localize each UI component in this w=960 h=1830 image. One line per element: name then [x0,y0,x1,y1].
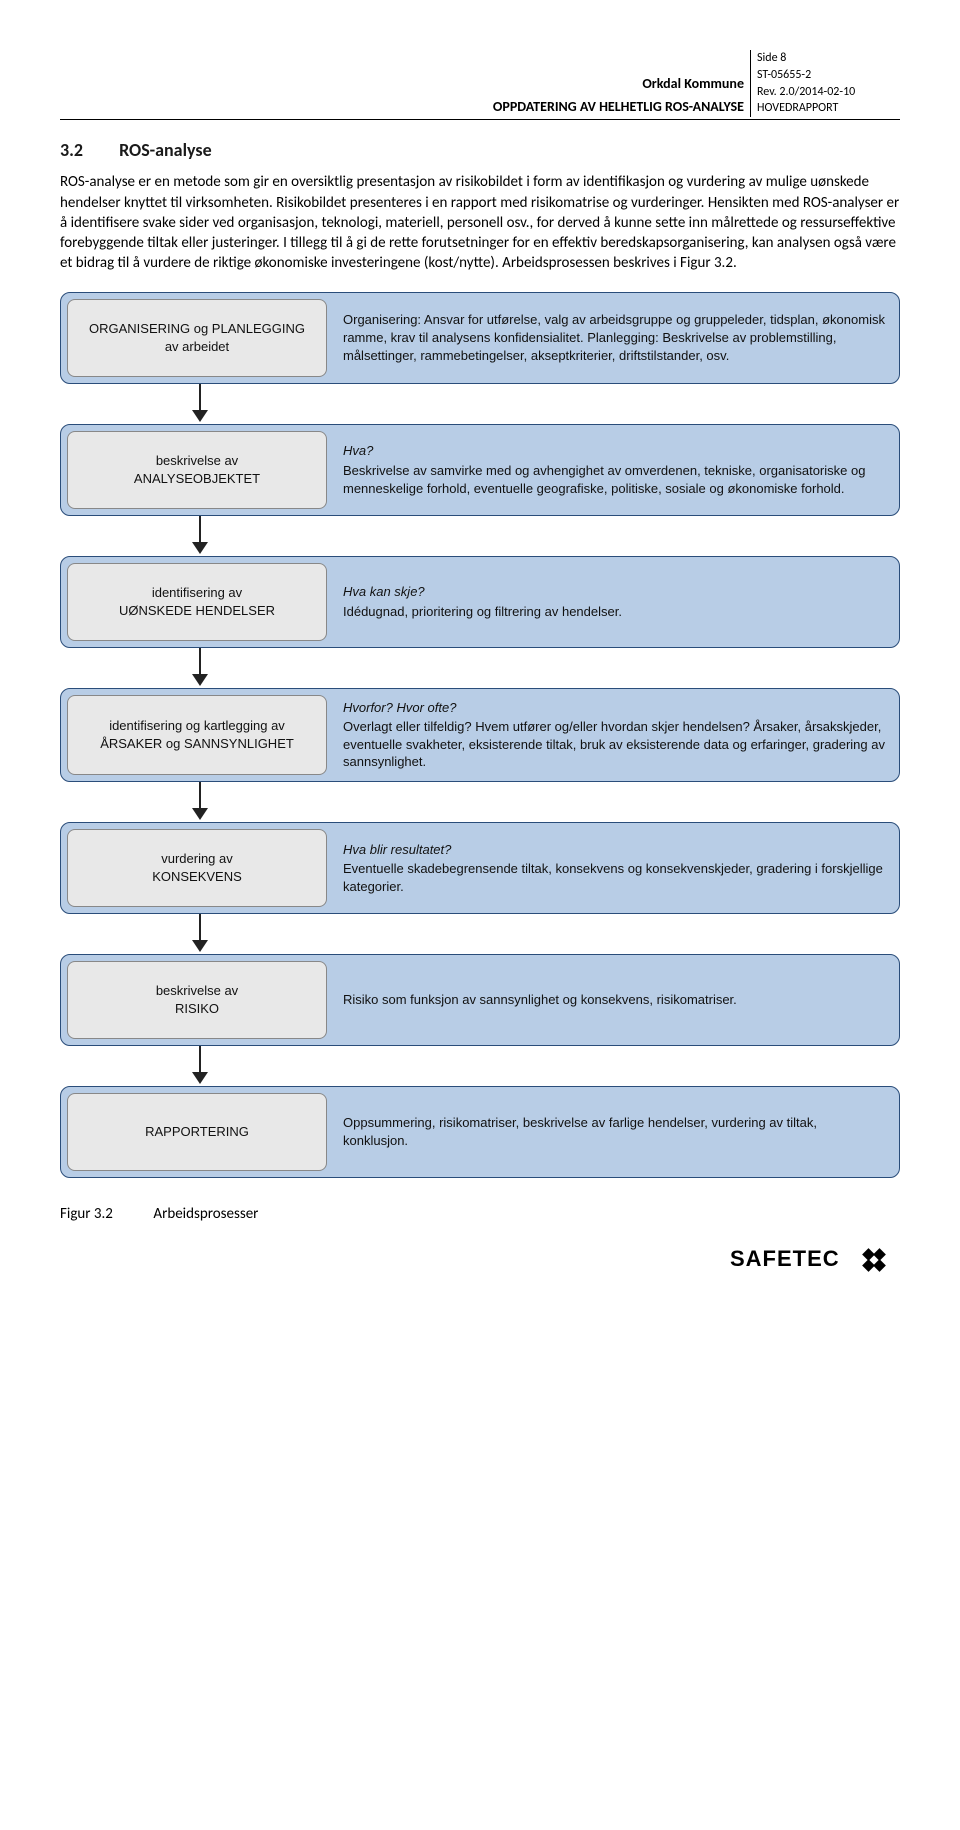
body-paragraph: ROS-analyse er en metode som gir en over… [60,172,900,273]
flow-step-label-line: ANALYSEOBJEKTET [134,470,260,488]
section-title: ROS-analyse [119,138,212,162]
flow-step-label-line: KONSEKVENS [152,868,242,886]
flow-step-description: Hva blir resultatet?Eventuelle skadebegr… [333,823,899,913]
header-ref: ST-05655-2 [757,67,900,84]
flow-step-label: beskrivelse avANALYSEOBJEKTET [67,431,327,509]
header-right: Side 8 ST-05655-2 Rev. 2.0/2014-02-10 HO… [750,50,900,117]
flow-step-description: Hva kan skje? Idédugnad, prioritering og … [333,557,899,647]
figure-caption: Figur 3.2 Arbeidsprosesser [60,1204,900,1224]
flow-step-label: beskrivelse avRISIKO [67,961,327,1039]
header-type: HOVEDRAPPORT [757,100,900,117]
flow-step-text: Organisering: Ansvar for utførelse, valg… [343,311,885,364]
header-page: Side 8 [757,50,900,67]
flow-step-label-line: beskrivelse av [156,452,238,470]
footer-logo: SAFETEC [60,1244,900,1282]
flow-step-label-line: ORGANISERING og PLANLEGGING [89,320,305,338]
flow-step-lead: Hva kan skje? [343,583,885,601]
flow-step-label-line: RISIKO [175,1000,219,1018]
page: Orkdal Kommune OPPDATERING AV HELHETLIG … [0,0,960,1312]
flow-box: identifisering avUØNSKEDE HENDELSERHva k… [60,556,900,648]
flow-step-description: Risiko som funksjon av sannsynlighet og … [333,955,899,1045]
header-left: Orkdal Kommune OPPDATERING AV HELHETLIG … [60,75,750,117]
flow-step-label-line: RAPPORTERING [145,1123,249,1141]
caption-number: Figur 3.2 [60,1204,150,1224]
flow-step-label-line: identifisering av [152,584,242,602]
flow-step-label: identifisering og kartlegging avÅRSAKER … [67,695,327,775]
header-doc-title: OPPDATERING AV HELHETLIG ROS-ANALYSE [60,98,744,117]
flow-step-description: Organisering: Ansvar for utførelse, valg… [333,293,899,383]
flow-box: vurdering avKONSEKVENSHva blir resultate… [60,822,900,914]
page-header: Orkdal Kommune OPPDATERING AV HELHETLIG … [60,50,900,120]
flow-arrow-icon [190,648,210,688]
flow-step-label: vurdering avKONSEKVENS [67,829,327,907]
flow-arrow-icon [190,782,210,822]
flow-step-text: Overlagt eller tilfeldig? Hvem utfører o… [343,718,885,771]
flow-step-text: Idédugnad, prioritering og filtrering av… [343,603,885,621]
section-number: 3.2 [60,138,83,162]
flow-box: RAPPORTERING Oppsummering, risikomatriser… [60,1086,900,1178]
flow-step-text: Beskrivelse av samvirke med og avhengigh… [343,462,885,497]
svg-text:SAFETEC: SAFETEC [730,1246,840,1271]
section-heading: 3.2 ROS-analyse [60,138,900,162]
flow-step-label-line: beskrivelse av [156,982,238,1000]
flow-arrow-icon [190,384,210,424]
flow-step-label-line: vurdering av [161,850,233,868]
flow-box: ORGANISERING og PLANLEGGINGav arbeidet Or… [60,292,900,384]
flow-step: RAPPORTERING Oppsummering, risikomatriser… [60,1086,900,1178]
flow-step-description: Hva? Beskrivelse av samvirke med og avhen… [333,425,899,515]
flow-step-lead: Hva blir resultatet? [343,841,885,859]
flow-step-text: Risiko som funksjon av sannsynlighet og … [343,991,885,1009]
flow-step-text: Oppsummering, risikomatriser, beskrivels… [343,1114,885,1149]
flow-box: identifisering og kartlegging avÅRSAKER … [60,688,900,782]
flow-box: beskrivelse avRISIKO Risiko som funksjon … [60,954,900,1046]
flow-step: vurdering avKONSEKVENSHva blir resultate… [60,822,900,914]
safetec-logo: SAFETEC [730,1244,900,1276]
flow-step: identifisering avUØNSKEDE HENDELSERHva k… [60,556,900,648]
flow-arrow-icon [190,1046,210,1086]
header-org: Orkdal Kommune [60,75,744,94]
flow-step-label: ORGANISERING og PLANLEGGINGav arbeidet [67,299,327,377]
flow-step-lead: Hva? [343,442,885,460]
flow-arrow-icon [190,516,210,556]
flow-step: ORGANISERING og PLANLEGGINGav arbeidet Or… [60,292,900,384]
flow-step-label-line: identifisering og kartlegging av [109,717,285,735]
flow-step-label-line: ÅRSAKER og SANNSYNLIGHET [100,735,294,753]
flow-step: identifisering og kartlegging avÅRSAKER … [60,688,900,782]
flow-step-label-line: UØNSKEDE HENDELSER [119,602,275,620]
flow-step-label-line: av arbeidet [165,338,229,356]
flow-step-text: Eventuelle skadebegrensende tiltak, kons… [343,860,885,895]
flow-step: beskrivelse avANALYSEOBJEKTET Hva? Beskriv… [60,424,900,516]
flow-box: beskrivelse avANALYSEOBJEKTET Hva? Beskriv… [60,424,900,516]
flow-arrow-icon [190,914,210,954]
flowchart: ORGANISERING og PLANLEGGINGav arbeidet Or… [60,292,900,1178]
flow-step: beskrivelse avRISIKO Risiko som funksjon … [60,954,900,1046]
flow-step-lead: Hvorfor? Hvor ofte? [343,699,885,717]
flow-step-description: Oppsummering, risikomatriser, beskrivels… [333,1087,899,1177]
flow-step-description: Hvorfor? Hvor ofte?Overlagt eller tilfel… [333,689,899,781]
flow-step-label: RAPPORTERING [67,1093,327,1171]
caption-text: Arbeidsprosesser [153,1205,258,1223]
flow-step-label: identifisering avUØNSKEDE HENDELSER [67,563,327,641]
header-rev: Rev. 2.0/2014-02-10 [757,84,900,101]
